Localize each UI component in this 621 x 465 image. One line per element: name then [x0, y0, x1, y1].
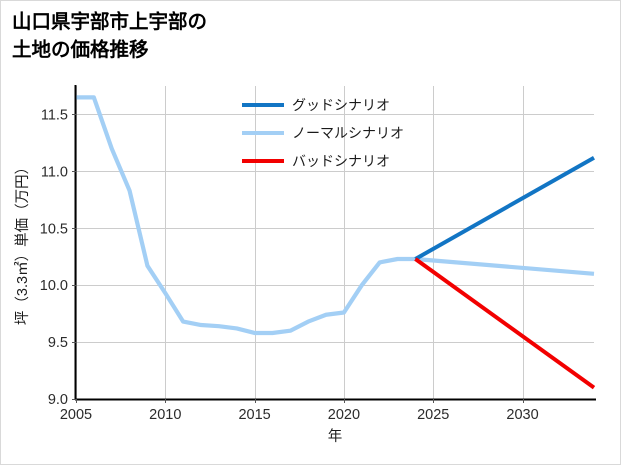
series-line-normal	[76, 95, 595, 336]
y-tick-label: 11.5	[41, 107, 68, 123]
legend-label-normal: ノーマルシナリオ	[292, 125, 404, 141]
x-tick-label: 2005	[60, 407, 92, 423]
axis-titles-group: 年 坪（3.3㎡）単価（万円）	[14, 160, 342, 445]
series-line-bad	[414, 257, 596, 390]
x-tick-label: 2015	[238, 407, 270, 423]
y-tick-label: 9.5	[48, 335, 68, 351]
x-axis-tick-labels: 2005 2010 2015 2020 2025 2030	[60, 407, 539, 423]
chart-title: 山口県宇部市上宇部の 土地の価格推移	[12, 11, 208, 61]
y-axis-tick-labels: 9.0 9.5 10.0 10.5 11.0 11.5	[40, 107, 68, 408]
x-axis-title: 年	[328, 428, 343, 445]
y-tick-label: 10.0	[40, 278, 68, 294]
y-axis-title: 坪（3.3㎡）単価（万円）	[14, 160, 31, 325]
legend-label-good: グッドシナリオ	[292, 97, 390, 113]
y-tick-label: 9.0	[48, 392, 68, 408]
axis-spines	[74, 85, 596, 401]
x-tick-label: 2030	[506, 407, 538, 423]
series-line-good	[414, 155, 595, 261]
y-tick-label: 11.0	[41, 164, 68, 180]
x-tick-label: 2025	[417, 407, 449, 423]
series-group	[76, 95, 596, 390]
x-tick-label: 2020	[328, 407, 360, 423]
tick-marks-group	[72, 114, 524, 403]
y-tick-label: 10.5	[40, 221, 68, 237]
x-tick-label: 2010	[149, 407, 181, 423]
legend-label-bad: バッドシナリオ	[292, 153, 390, 169]
